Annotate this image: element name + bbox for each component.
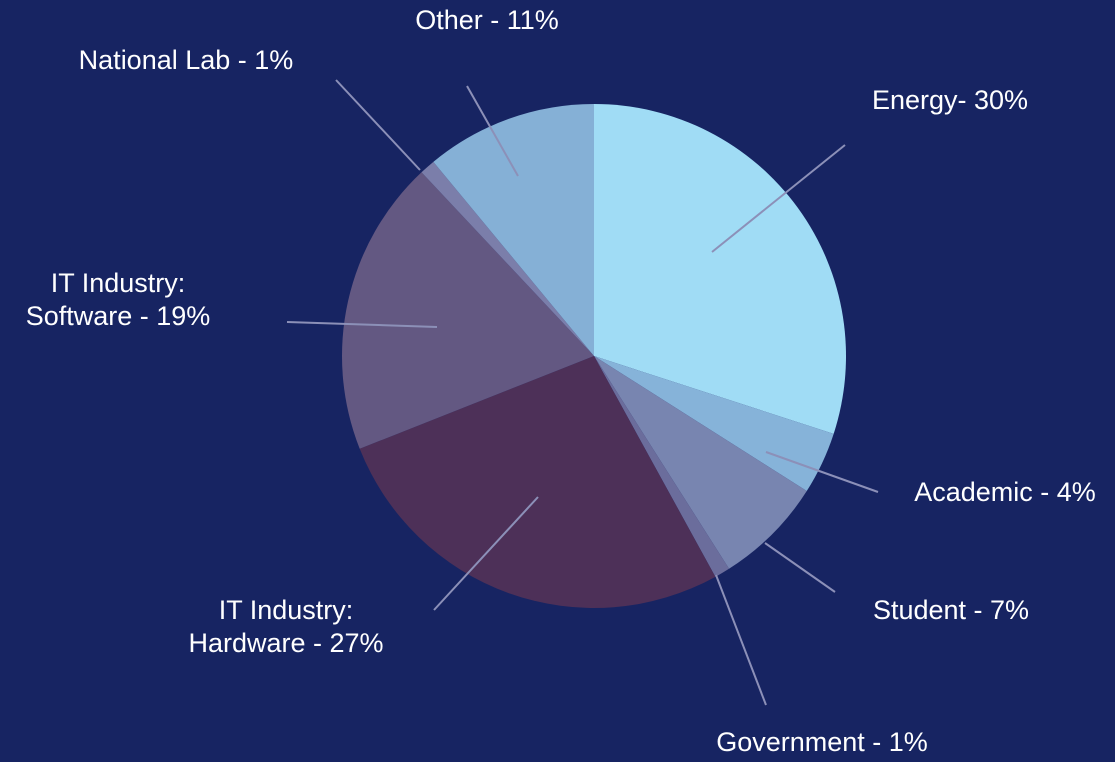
slice-label: IT Industry: Hardware - 27% <box>188 595 383 658</box>
pie-slice <box>594 356 807 569</box>
pie-slice <box>594 356 834 492</box>
slice-label: Government - 1% <box>716 727 928 757</box>
leader-line <box>711 144 846 253</box>
slice-label-line: Academic - 4% <box>914 477 1096 507</box>
slice-label: National Lab - 1% <box>79 45 294 75</box>
pie-slice <box>594 104 846 434</box>
slice-label: Other - 11% <box>415 5 559 35</box>
slice-label: Energy- 30% <box>872 85 1028 115</box>
pie-slice <box>359 356 716 608</box>
slice-label-line: Student - 7% <box>873 595 1029 625</box>
leader-line <box>466 85 519 177</box>
slice-label-line: Hardware - 27% <box>188 628 383 658</box>
pie-slice <box>421 161 594 356</box>
slice-label: Student - 7% <box>873 595 1029 625</box>
pie-slice <box>594 356 730 577</box>
slice-label-line: Software - 19% <box>26 301 211 331</box>
leader-line <box>433 496 539 611</box>
slice-label: IT Industry: Software - 19% <box>26 268 211 331</box>
slice-label-line: Energy- 30% <box>872 85 1028 115</box>
leader-line <box>286 321 438 328</box>
pie-slice <box>342 172 594 449</box>
pie-slice <box>433 104 594 356</box>
slice-label: Academic - 4% <box>914 477 1096 507</box>
slice-label-line: National Lab - 1% <box>79 45 294 75</box>
leader-line <box>764 542 836 593</box>
leader-line <box>765 451 879 493</box>
slice-label-line: Government - 1% <box>716 727 928 757</box>
slice-label-line: IT Industry: <box>219 595 354 625</box>
slice-label-line: Other - 11% <box>415 5 559 35</box>
leader-line <box>715 574 767 706</box>
leader-line <box>335 79 421 171</box>
slice-label-line: IT Industry: <box>51 268 186 298</box>
